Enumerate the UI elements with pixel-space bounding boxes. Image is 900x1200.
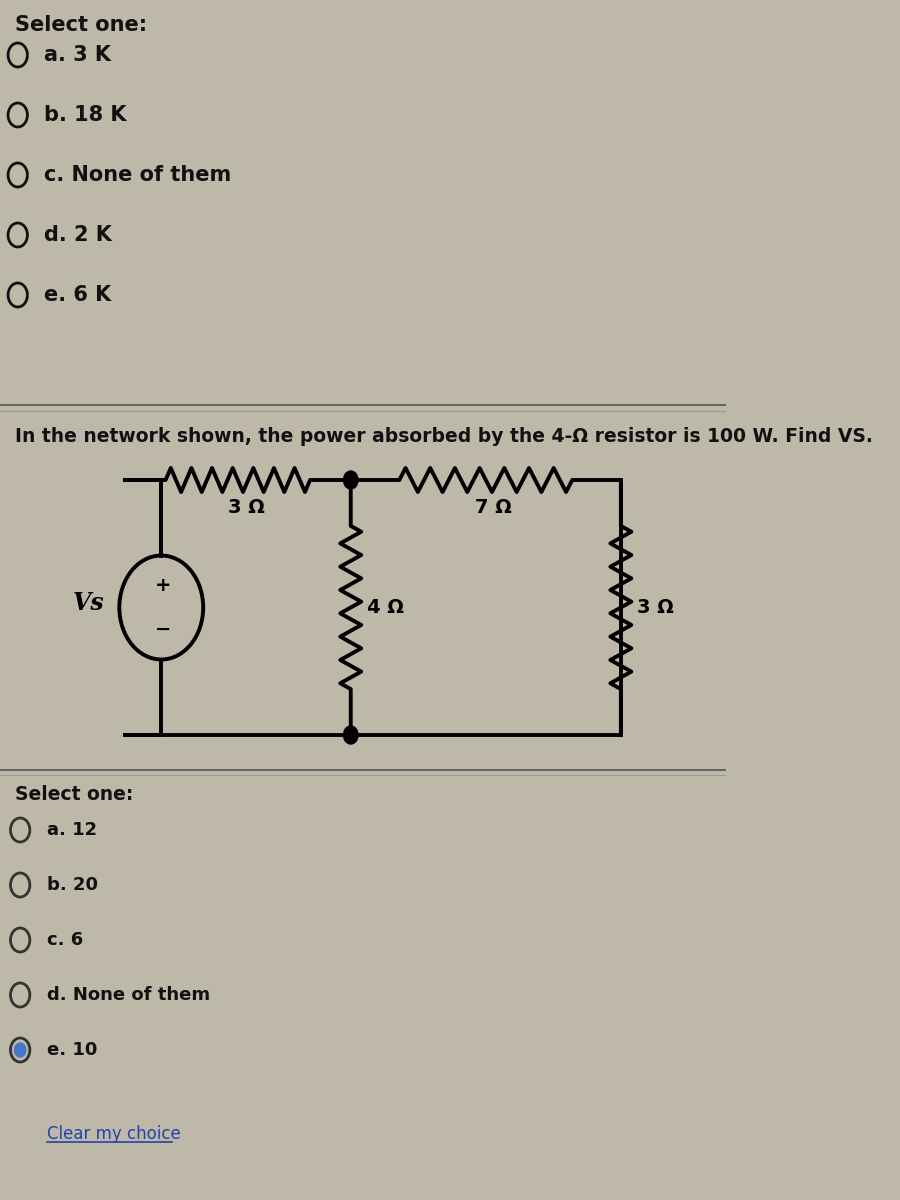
Text: b. 20: b. 20 bbox=[47, 876, 98, 894]
Text: −: − bbox=[155, 620, 171, 638]
Text: 4 Ω: 4 Ω bbox=[367, 598, 404, 617]
Text: Select one:: Select one: bbox=[14, 14, 147, 35]
Circle shape bbox=[344, 726, 358, 744]
Text: 3 Ω: 3 Ω bbox=[637, 598, 674, 617]
Text: b. 18 K: b. 18 K bbox=[44, 104, 127, 125]
Text: Select one:: Select one: bbox=[14, 785, 133, 804]
Text: 3 Ω: 3 Ω bbox=[228, 498, 265, 517]
Text: c. None of them: c. None of them bbox=[44, 164, 231, 185]
Text: d. 2 K: d. 2 K bbox=[44, 226, 112, 245]
Text: d. None of them: d. None of them bbox=[47, 986, 210, 1004]
Text: In the network shown, the power absorbed by the 4-Ω resistor is 100 W. Find VS.: In the network shown, the power absorbed… bbox=[14, 427, 872, 446]
Text: 7 Ω: 7 Ω bbox=[475, 498, 512, 517]
Text: c. 6: c. 6 bbox=[47, 931, 83, 949]
Text: Clear my choice: Clear my choice bbox=[47, 1126, 181, 1142]
Text: e. 6 K: e. 6 K bbox=[44, 284, 112, 305]
Text: Vs: Vs bbox=[73, 590, 104, 614]
Circle shape bbox=[344, 470, 358, 490]
Circle shape bbox=[14, 1043, 26, 1057]
Text: a. 12: a. 12 bbox=[47, 821, 97, 839]
Text: +: + bbox=[155, 576, 171, 595]
Text: a. 3 K: a. 3 K bbox=[44, 44, 112, 65]
Text: e. 10: e. 10 bbox=[47, 1040, 97, 1058]
